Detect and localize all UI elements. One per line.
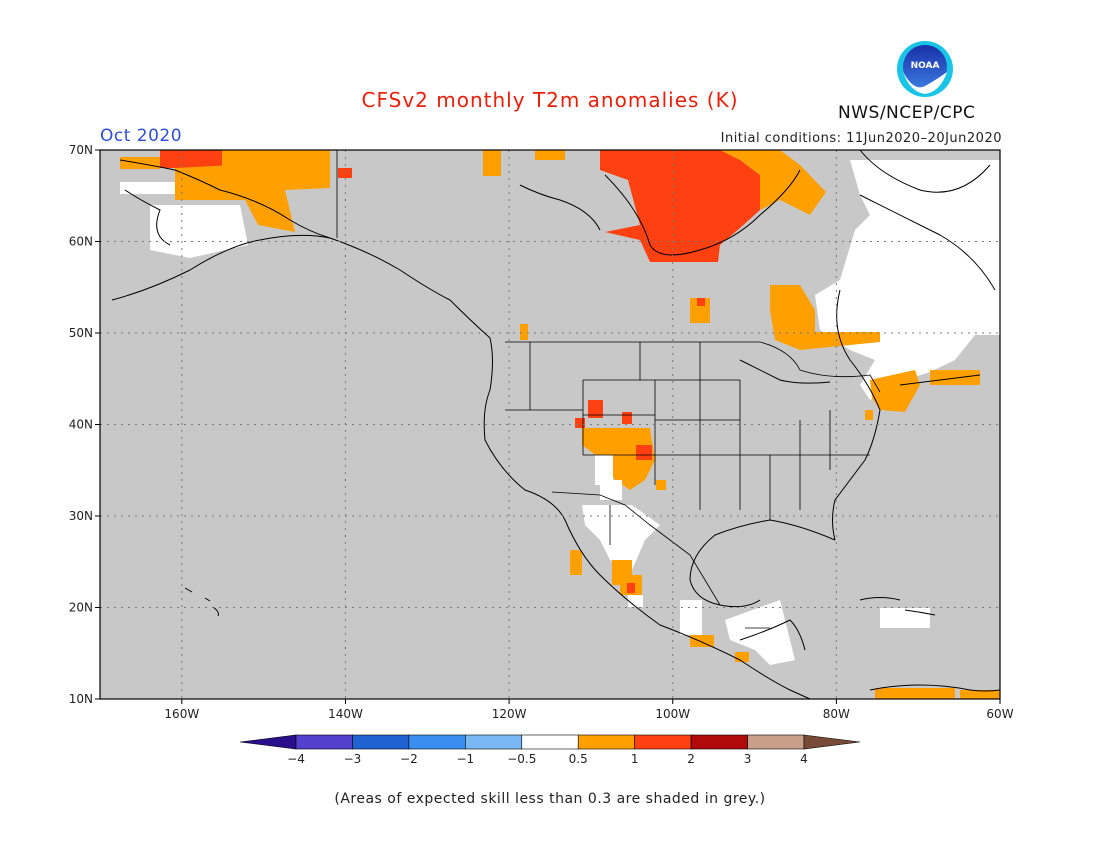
axis-ticks (95, 149, 1001, 704)
anomaly-shading (120, 150, 1000, 699)
agency-label: NWS/NCEP/CPC (838, 103, 976, 123)
lat-label: 20N (69, 601, 93, 615)
lat-label: 30N (69, 509, 93, 523)
legend-tick-label: −2 (400, 752, 418, 766)
graticule (100, 150, 1000, 699)
lon-label: 100W (655, 707, 690, 721)
valid-month-label: Oct 2020 (100, 126, 183, 146)
political-borders (336, 150, 881, 629)
legend-tick-label: 2 (687, 752, 695, 766)
lon-label: 140W (328, 707, 363, 721)
legend-tick-label: 4 (800, 752, 808, 766)
legend-tick-label: 1 (631, 752, 639, 766)
skill-note: (Areas of expected skill less than 0.3 a… (334, 791, 766, 807)
initial-conditions-label: Initial conditions: 11Jun2020–20Jun2020 (720, 131, 1002, 146)
lat-label: 10N (69, 692, 93, 706)
legend-tick-label: −4 (287, 752, 305, 766)
legend-tick-label: 3 (744, 752, 752, 766)
lat-label: 60N (69, 235, 93, 249)
lat-label: 40N (69, 418, 93, 432)
legend-swatch (577, 734, 635, 750)
legend-tick-label: −1 (456, 752, 474, 766)
lon-label: 120W (492, 707, 527, 721)
legend-swatch (747, 734, 805, 750)
map-title: CFSv2 monthly T2m anomalies (K) (361, 88, 739, 112)
lat-label: 70N (69, 143, 93, 157)
legend-swatch (352, 734, 410, 750)
legend-tick-label: 0.5 (569, 752, 588, 766)
color-legend (239, 734, 861, 750)
legend-swatch (465, 734, 523, 750)
coastlines (111, 149, 1001, 700)
legend-tick-labels: −4 −3 −2 −1 −0.5 0.5 1 2 3 4 (287, 752, 808, 766)
legend-tick-label: −0.5 (507, 752, 536, 766)
legend-swatch (634, 734, 692, 750)
legend-swatch (408, 734, 466, 750)
lon-label: 80W (823, 707, 850, 721)
latitude-labels: 70N 60N 50N 40N 30N 20N 10N (69, 143, 93, 706)
noaa-logo: NOAA (897, 41, 953, 97)
legend-swatch (239, 734, 297, 750)
lat-label: 50N (69, 326, 93, 340)
legend-swatch (521, 734, 579, 750)
longitude-labels: 160W 140W 120W 100W 80W 60W (164, 707, 1013, 721)
lon-label: 160W (164, 707, 199, 721)
legend-swatch (690, 734, 748, 750)
legend-swatch (295, 734, 353, 750)
lon-label: 60W (986, 707, 1013, 721)
legend-tick-label: −3 (344, 752, 362, 766)
legend-swatch (803, 734, 861, 750)
svg-text:NOAA: NOAA (911, 61, 940, 71)
